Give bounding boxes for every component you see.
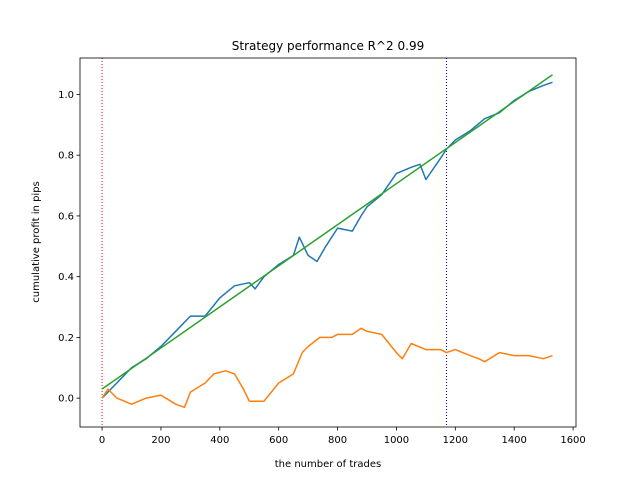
series-line-1	[101, 327, 553, 409]
x-tick-label: 1600	[560, 435, 585, 446]
x-tick-label: 600	[269, 435, 288, 446]
series-line-0	[101, 81, 553, 399]
y-tick-label: 0.6	[58, 211, 74, 222]
y-tick-label: 0.8	[58, 151, 74, 162]
x-tick-label: 1200	[443, 435, 468, 446]
series-line-2	[101, 74, 553, 390]
x-axis-label: the number of trades	[275, 459, 381, 470]
y-tick-label: 1.0	[58, 90, 74, 101]
y-axis-label: cumulative profit in pips	[31, 181, 42, 303]
y-tick-label: 0.2	[58, 333, 74, 344]
y-axis: 0.0 0.2 0.4 0.6 0.8 1.0	[58, 90, 80, 405]
plot-area	[79, 57, 577, 428]
series-0	[101, 81, 553, 399]
y-tick-label: 0.0	[58, 394, 74, 405]
series-1	[101, 327, 553, 409]
series-2	[101, 74, 553, 390]
chart-title: Strategy performance R^2 0.99	[232, 39, 424, 53]
x-tick-label: 0	[99, 435, 105, 446]
series-group	[101, 74, 553, 409]
x-tick-label: 200	[151, 435, 170, 446]
x-tick-label: 1400	[501, 435, 526, 446]
x-tick-label: 400	[210, 435, 229, 446]
y-tick-label: 0.4	[58, 272, 74, 283]
x-tick-label: 800	[328, 435, 347, 446]
x-axis: 0 200 400 600 800 1000 1200 1400 1600	[99, 427, 586, 446]
plot-frame	[79, 57, 577, 428]
x-tick-label: 1000	[384, 435, 409, 446]
